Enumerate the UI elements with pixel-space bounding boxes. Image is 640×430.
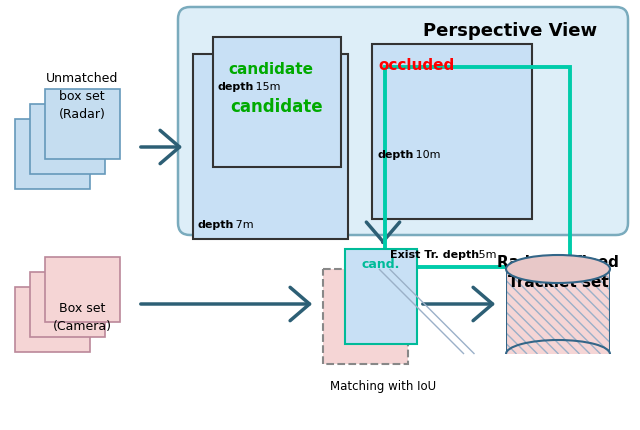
Bar	[506, 269, 610, 354]
Ellipse shape	[506, 255, 610, 283]
Text: : 5m: : 5m	[468, 249, 497, 259]
Text: candidate: candidate	[230, 98, 323, 116]
Bar	[323, 269, 408, 364]
Bar	[15, 287, 90, 352]
Bar	[30, 105, 105, 175]
Text: candidate: candidate	[228, 62, 314, 77]
Bar	[30, 272, 105, 337]
Text: depth: depth	[378, 150, 414, 160]
FancyBboxPatch shape	[178, 8, 628, 236]
Text: : 10m: : 10m	[405, 150, 440, 160]
Bar	[45, 90, 120, 160]
Text: Box set
(Camera): Box set (Camera)	[52, 301, 111, 332]
Text: depth: depth	[198, 219, 234, 230]
Text: cand.: cand.	[362, 258, 400, 270]
Bar	[213, 38, 341, 168]
Text: Exist Tr. depth: Exist Tr. depth	[390, 249, 479, 259]
Text: depth: depth	[218, 82, 254, 92]
Text: Radar Refined
Tracklet set: Radar Refined Tracklet set	[497, 255, 619, 289]
Bar	[372, 45, 532, 219]
Text: : 15m: : 15m	[245, 82, 280, 92]
Bar	[45, 258, 120, 322]
Text: : 7m: : 7m	[225, 219, 253, 230]
Text: Perspective View: Perspective View	[423, 22, 597, 40]
Bar	[193, 55, 348, 240]
Text: occluded: occluded	[378, 58, 454, 73]
Bar	[385, 68, 570, 267]
Bar	[345, 249, 417, 344]
Bar	[15, 120, 90, 190]
Text: Matching with IoU: Matching with IoU	[330, 379, 436, 392]
Text: Unmatched
box set
(Radar): Unmatched box set (Radar)	[46, 72, 118, 121]
